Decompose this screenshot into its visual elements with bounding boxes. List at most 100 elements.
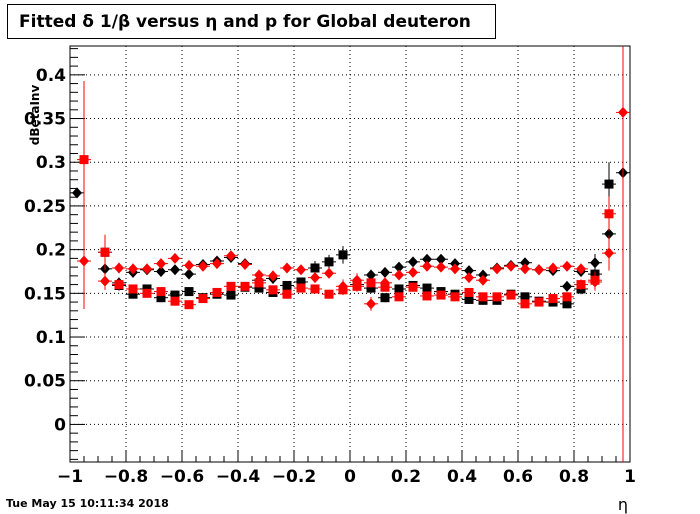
square-marker-point (490, 292, 504, 302)
square-marker-point (140, 288, 154, 298)
diamond-marker-point (98, 272, 112, 290)
diamond-marker (548, 262, 558, 274)
diamond-marker-point (252, 269, 266, 281)
diamond-marker-point (518, 263, 532, 275)
y-tick-labels: 0 0.05 0.1 0.15 0.2 0.25 0.3 0.35 0.4 (24, 66, 66, 436)
square-marker-point (98, 234, 112, 270)
square-marker (422, 283, 432, 293)
square-marker-point (476, 292, 490, 302)
diamond-marker-point (532, 264, 546, 276)
square-marker (198, 294, 208, 304)
diamond-marker (72, 187, 82, 199)
square-marker-point (378, 293, 392, 303)
data-points (70, 46, 630, 462)
x-tick-labels: −1 −0.8 −0.6 −0.4 −0.2 0 0.2 0.4 0.6 0.8 1 (57, 467, 636, 487)
square-marker (310, 284, 320, 294)
square-marker-point (168, 296, 182, 306)
square-marker-point (378, 282, 392, 292)
square-marker (226, 281, 236, 291)
y-tick-label: 0.05 (24, 372, 66, 392)
y-tick-label: 0.25 (24, 197, 66, 217)
diamond-marker (184, 268, 194, 280)
x-tick-label: −1 (57, 467, 83, 487)
square-marker-point (504, 290, 518, 300)
diamond-marker (408, 266, 418, 278)
x-tick-label: 0.8 (559, 467, 589, 487)
diamond-marker (394, 269, 404, 281)
square-marker-point (560, 292, 574, 302)
diamond-marker (408, 256, 418, 268)
square-marker-point (238, 281, 252, 291)
diamond-marker (100, 275, 110, 287)
square-marker (520, 292, 530, 302)
x-axis-label: η (618, 495, 628, 514)
square-marker (296, 283, 306, 293)
x-tick-label: −0.6 (160, 467, 204, 487)
square-marker (156, 287, 166, 297)
square-marker (338, 285, 348, 295)
diamond-marker (422, 260, 432, 272)
square-marker (380, 293, 390, 303)
y-tick-label: 0.2 (36, 241, 66, 261)
diamond-marker-point (504, 260, 518, 272)
diamond-marker-point (616, 46, 630, 462)
diamond-marker (226, 250, 236, 262)
square-marker (464, 287, 474, 297)
diamond-marker-point (280, 262, 294, 274)
diamond-marker (422, 253, 432, 265)
diamond-marker (478, 274, 488, 286)
diamond-marker (296, 264, 306, 276)
diamond-marker-point (126, 263, 140, 275)
square-marker-point (574, 279, 588, 290)
x-tick-label: −0.2 (272, 467, 316, 487)
square-marker (590, 275, 600, 285)
square-marker-point (77, 80, 91, 239)
square-marker-point (294, 283, 308, 293)
diamond-marker (240, 258, 250, 270)
x-tick-label: 1 (624, 467, 636, 487)
square-marker (170, 296, 180, 306)
square-marker (324, 257, 334, 267)
axis-ticks (69, 48, 631, 462)
diamond-marker-point (406, 256, 420, 268)
diamond-marker-point (140, 263, 154, 275)
square-marker (478, 292, 488, 302)
square-marker (366, 283, 376, 293)
diamond-marker (576, 263, 586, 275)
diamond-marker-point (154, 258, 168, 270)
diamond-marker-point (574, 263, 588, 275)
square-marker-point (420, 291, 434, 301)
square-marker-point (308, 284, 322, 294)
diamond-marker (128, 263, 138, 275)
square-marker (548, 294, 558, 304)
square-marker (394, 284, 404, 294)
diamond-marker (114, 262, 124, 274)
square-marker-point (518, 299, 532, 309)
square-marker (226, 290, 236, 300)
square-marker-point (420, 283, 434, 293)
diamond-marker-point (196, 260, 210, 272)
square-marker-point (112, 279, 126, 290)
x-tick-label: 0.6 (503, 467, 533, 487)
diamond-marker (170, 264, 180, 276)
diamond-marker (492, 263, 502, 275)
y-axis-label: dBetaInv (28, 85, 42, 146)
square-marker-point (266, 285, 280, 295)
diamond-marker (142, 263, 152, 275)
square-marker-point (182, 287, 196, 297)
square-marker-point (336, 246, 350, 264)
square-marker (380, 282, 390, 292)
square-marker-point (336, 284, 350, 296)
square-marker-point (392, 292, 406, 302)
grid-lines (70, 46, 630, 462)
diamond-marker (268, 270, 278, 282)
diamond-marker-point (182, 259, 196, 271)
diamond-marker-point (476, 274, 490, 286)
diamond-marker (618, 106, 628, 118)
square-marker-point (406, 282, 420, 292)
diamond-marker-point (322, 267, 336, 279)
diamond-marker-point (364, 269, 378, 281)
diamond-marker-point (364, 296, 378, 311)
diamond-marker (198, 260, 208, 272)
